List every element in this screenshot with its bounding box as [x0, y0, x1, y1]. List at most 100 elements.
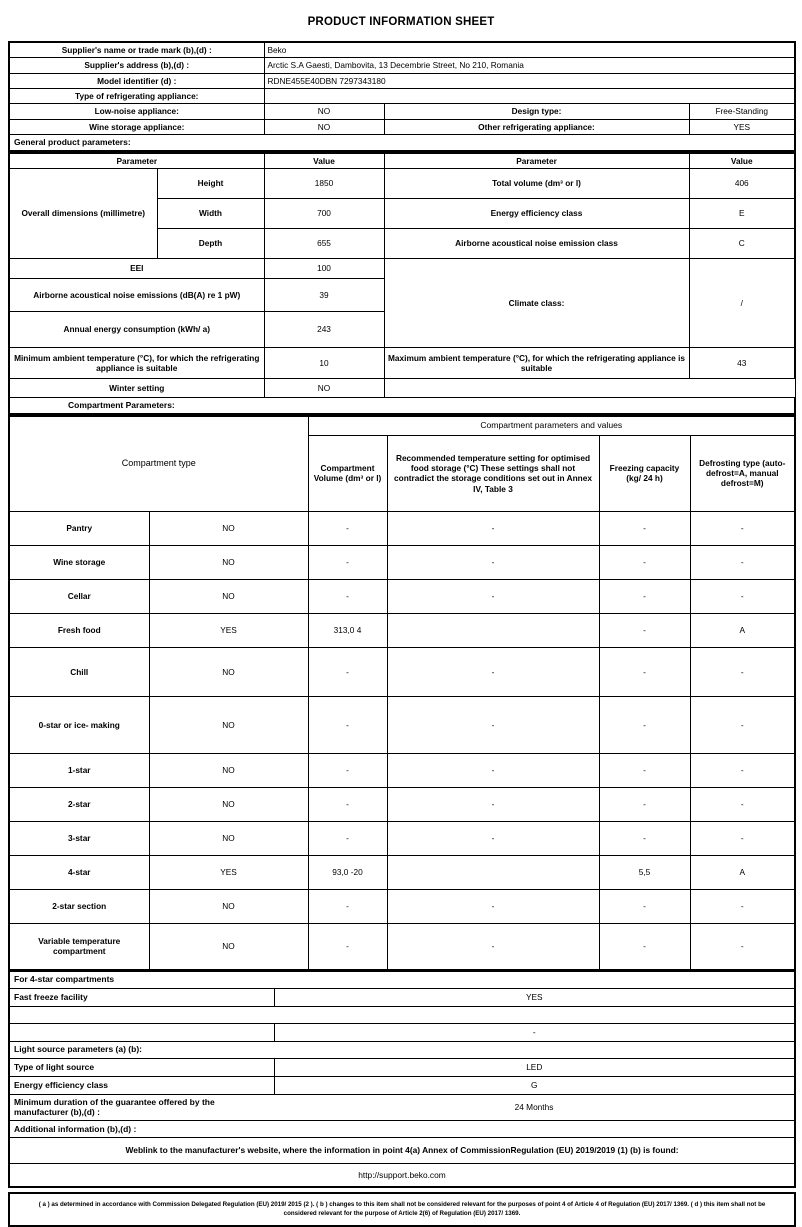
col-header-defrosting-type: Defrosting type (auto-defrost=A, manual …: [689, 434, 796, 512]
table-row: Compartment Volume (dm³ or l) Recommende…: [9, 434, 796, 512]
table-row: [7, 1005, 797, 1024]
compartment-present-value: YES: [148, 612, 309, 648]
noise-emission-class-value: C: [688, 228, 796, 260]
col-header-freezing-capacity: Freezing capacity (kg/ 24 h): [598, 434, 691, 512]
compartment-temperature-value: -: [386, 888, 600, 924]
table-row: Light source parameters (a) (b):: [7, 1040, 797, 1059]
table-row: Low-noise appliance: NO Design type: Fre…: [8, 103, 797, 120]
light-source-class-label: Energy efficiency class: [8, 1075, 275, 1095]
table-row: Overall dimensions (millimetre) Height 1…: [8, 168, 796, 260]
appliance-type-label: Type of refrigerating appliance:: [8, 88, 265, 105]
compartment-temperature-value: -: [386, 786, 600, 822]
compartment-defrosting-value: -: [689, 578, 796, 614]
compartment-present-value: NO: [148, 544, 309, 580]
light-source-class-value: G: [273, 1075, 797, 1095]
compartment-temperature-value: -: [386, 752, 600, 788]
product-information-sheet-page: PRODUCT INFORMATION SHEET Supplier's nam…: [7, 16, 797, 1227]
footnote-text: ( a ) as determined in accordance with C…: [8, 1192, 796, 1227]
table-row: Supplier's address (b),(d) : Arctic S.A …: [8, 57, 797, 74]
total-volume-value: 406: [688, 168, 796, 200]
four-star-blank-label: [8, 1022, 275, 1042]
compartment-type-label: Wine storage: [8, 544, 150, 580]
fast-freeze-value: YES: [273, 987, 797, 1007]
width-label: Width: [156, 198, 265, 230]
compartment-type-label: 0-star or ice- making: [8, 695, 150, 754]
compartment-defrosting-value: A: [689, 612, 796, 648]
supplier-address-value: Arctic S.A Gaesti, Dambovita, 13 Decembr…: [263, 57, 797, 74]
wine-storage-appliance-value: NO: [263, 118, 385, 136]
energy-efficiency-class-label: Energy efficiency class: [383, 198, 690, 230]
compartment-present-value: NO: [148, 888, 309, 924]
compartment-type-label: 3-star: [8, 820, 150, 856]
max-ambient-temperature-value: 43: [688, 347, 796, 380]
compartment-present-value: NO: [148, 786, 309, 822]
compartment-temperature-value: [386, 854, 600, 890]
compartment-temperature-value: [386, 612, 600, 648]
guarantee-label: Minimum duration of the guarantee offere…: [8, 1093, 274, 1122]
table-row: Annual energy consumption (kWh/ a) 243: [8, 311, 795, 349]
other-refrigerating-appliance-value: YES: [688, 118, 797, 136]
light-source-type-label: Type of light source: [8, 1057, 275, 1077]
compartment-volume-value: -: [307, 510, 388, 546]
compartment-volume-value: -: [307, 922, 388, 970]
total-volume-label: Total volume (dm³ or l): [383, 168, 690, 200]
col-header-recommended-temperature: Recommended temperature setting for opti…: [386, 434, 600, 512]
compartment-volume-value: 93,0 -20: [307, 854, 388, 890]
table-row: Variable temperature compartment NO - - …: [8, 922, 796, 970]
table-row: -: [8, 1022, 797, 1042]
compartment-type-label: Variable temperature compartment: [8, 922, 150, 970]
compartment-present-value: NO: [148, 578, 309, 614]
table-row: Model identifier (d) : RDNE455E40DBN 729…: [8, 72, 797, 90]
energy-efficiency-class-value: E: [688, 198, 796, 230]
compartment-temperature-value: -: [386, 578, 600, 614]
compartment-volume-value: -: [307, 646, 388, 697]
compartment-defrosting-value: -: [689, 752, 796, 788]
compartment-volume-value: 313,0 4: [307, 612, 388, 648]
model-identifier-label: Model identifier (d) :: [8, 72, 265, 90]
compartment-temperature-value: -: [386, 646, 600, 697]
compartment-type-label: Pantry: [8, 510, 150, 546]
compartment-freezing-value: -: [598, 820, 691, 856]
table-row: Wine storage NO - - - -: [8, 544, 796, 580]
compartment-volume-value: -: [307, 695, 388, 754]
table-row: 1-star NO - - - -: [8, 752, 796, 788]
compartment-volume-value: -: [307, 544, 388, 580]
compartment-present-value: NO: [148, 922, 309, 970]
light-source-section-label: Light source parameters (a) (b):: [7, 1040, 797, 1059]
compartment-parameters-section-label: Compartment Parameters:: [8, 397, 796, 415]
compartment-temperature-value: -: [386, 695, 600, 754]
compartment-defrosting-value: -: [689, 510, 796, 546]
climate-class-label: Climate class:: [383, 258, 690, 349]
weblink-description: Weblink to the manufacturer's website, w…: [7, 1137, 797, 1164]
compartment-present-value: YES: [148, 854, 309, 890]
fast-freeze-label: Fast freeze facility: [8, 987, 275, 1007]
compartment-freezing-value: -: [598, 888, 691, 924]
compartment-defrosting-value: -: [689, 646, 796, 697]
winter-setting-label: Winter setting: [8, 378, 265, 399]
table-row: For 4-star compartments: [7, 969, 797, 989]
compartment-freezing-value: -: [598, 646, 691, 697]
supplier-address-label: Supplier's address (b),(d) :: [8, 57, 265, 74]
table-row: Minimum duration of the guarantee offere…: [8, 1093, 797, 1122]
compartment-type-label: 4-star: [8, 854, 150, 890]
compartment-temperature-value: -: [386, 544, 600, 580]
low-noise-appliance-value: NO: [263, 103, 385, 120]
compartment-defrosting-value: -: [689, 544, 796, 580]
table-row: http://support.beko.com: [7, 1162, 797, 1189]
compartment-present-value: NO: [148, 646, 309, 697]
col-header-value-right: Value: [688, 151, 796, 170]
table-row: Fast freeze facility YES: [8, 987, 797, 1007]
compartment-type-label: 1-star: [8, 752, 150, 788]
width-value: 700: [263, 198, 385, 230]
compartment-freezing-value: -: [598, 695, 691, 754]
design-type-label: Design type:: [383, 103, 690, 120]
table-row: ( a ) as determined in accordance with C…: [8, 1192, 796, 1227]
supplier-name-value: Beko: [263, 41, 797, 59]
manufacturer-website-url[interactable]: http://support.beko.com: [7, 1162, 797, 1189]
table-row: Weblink to the manufacturer's website, w…: [7, 1137, 797, 1164]
general-parameters-table: Parameter Value Parameter Value Overall …: [8, 151, 796, 415]
compartment-defrosting-value: -: [689, 922, 796, 970]
table-row: Compartment type Compartment parameters …: [8, 414, 796, 512]
footnote-table: ( a ) as determined in accordance with C…: [8, 1192, 796, 1227]
additional-information-label: Additional information (b),(d) :: [7, 1120, 797, 1139]
